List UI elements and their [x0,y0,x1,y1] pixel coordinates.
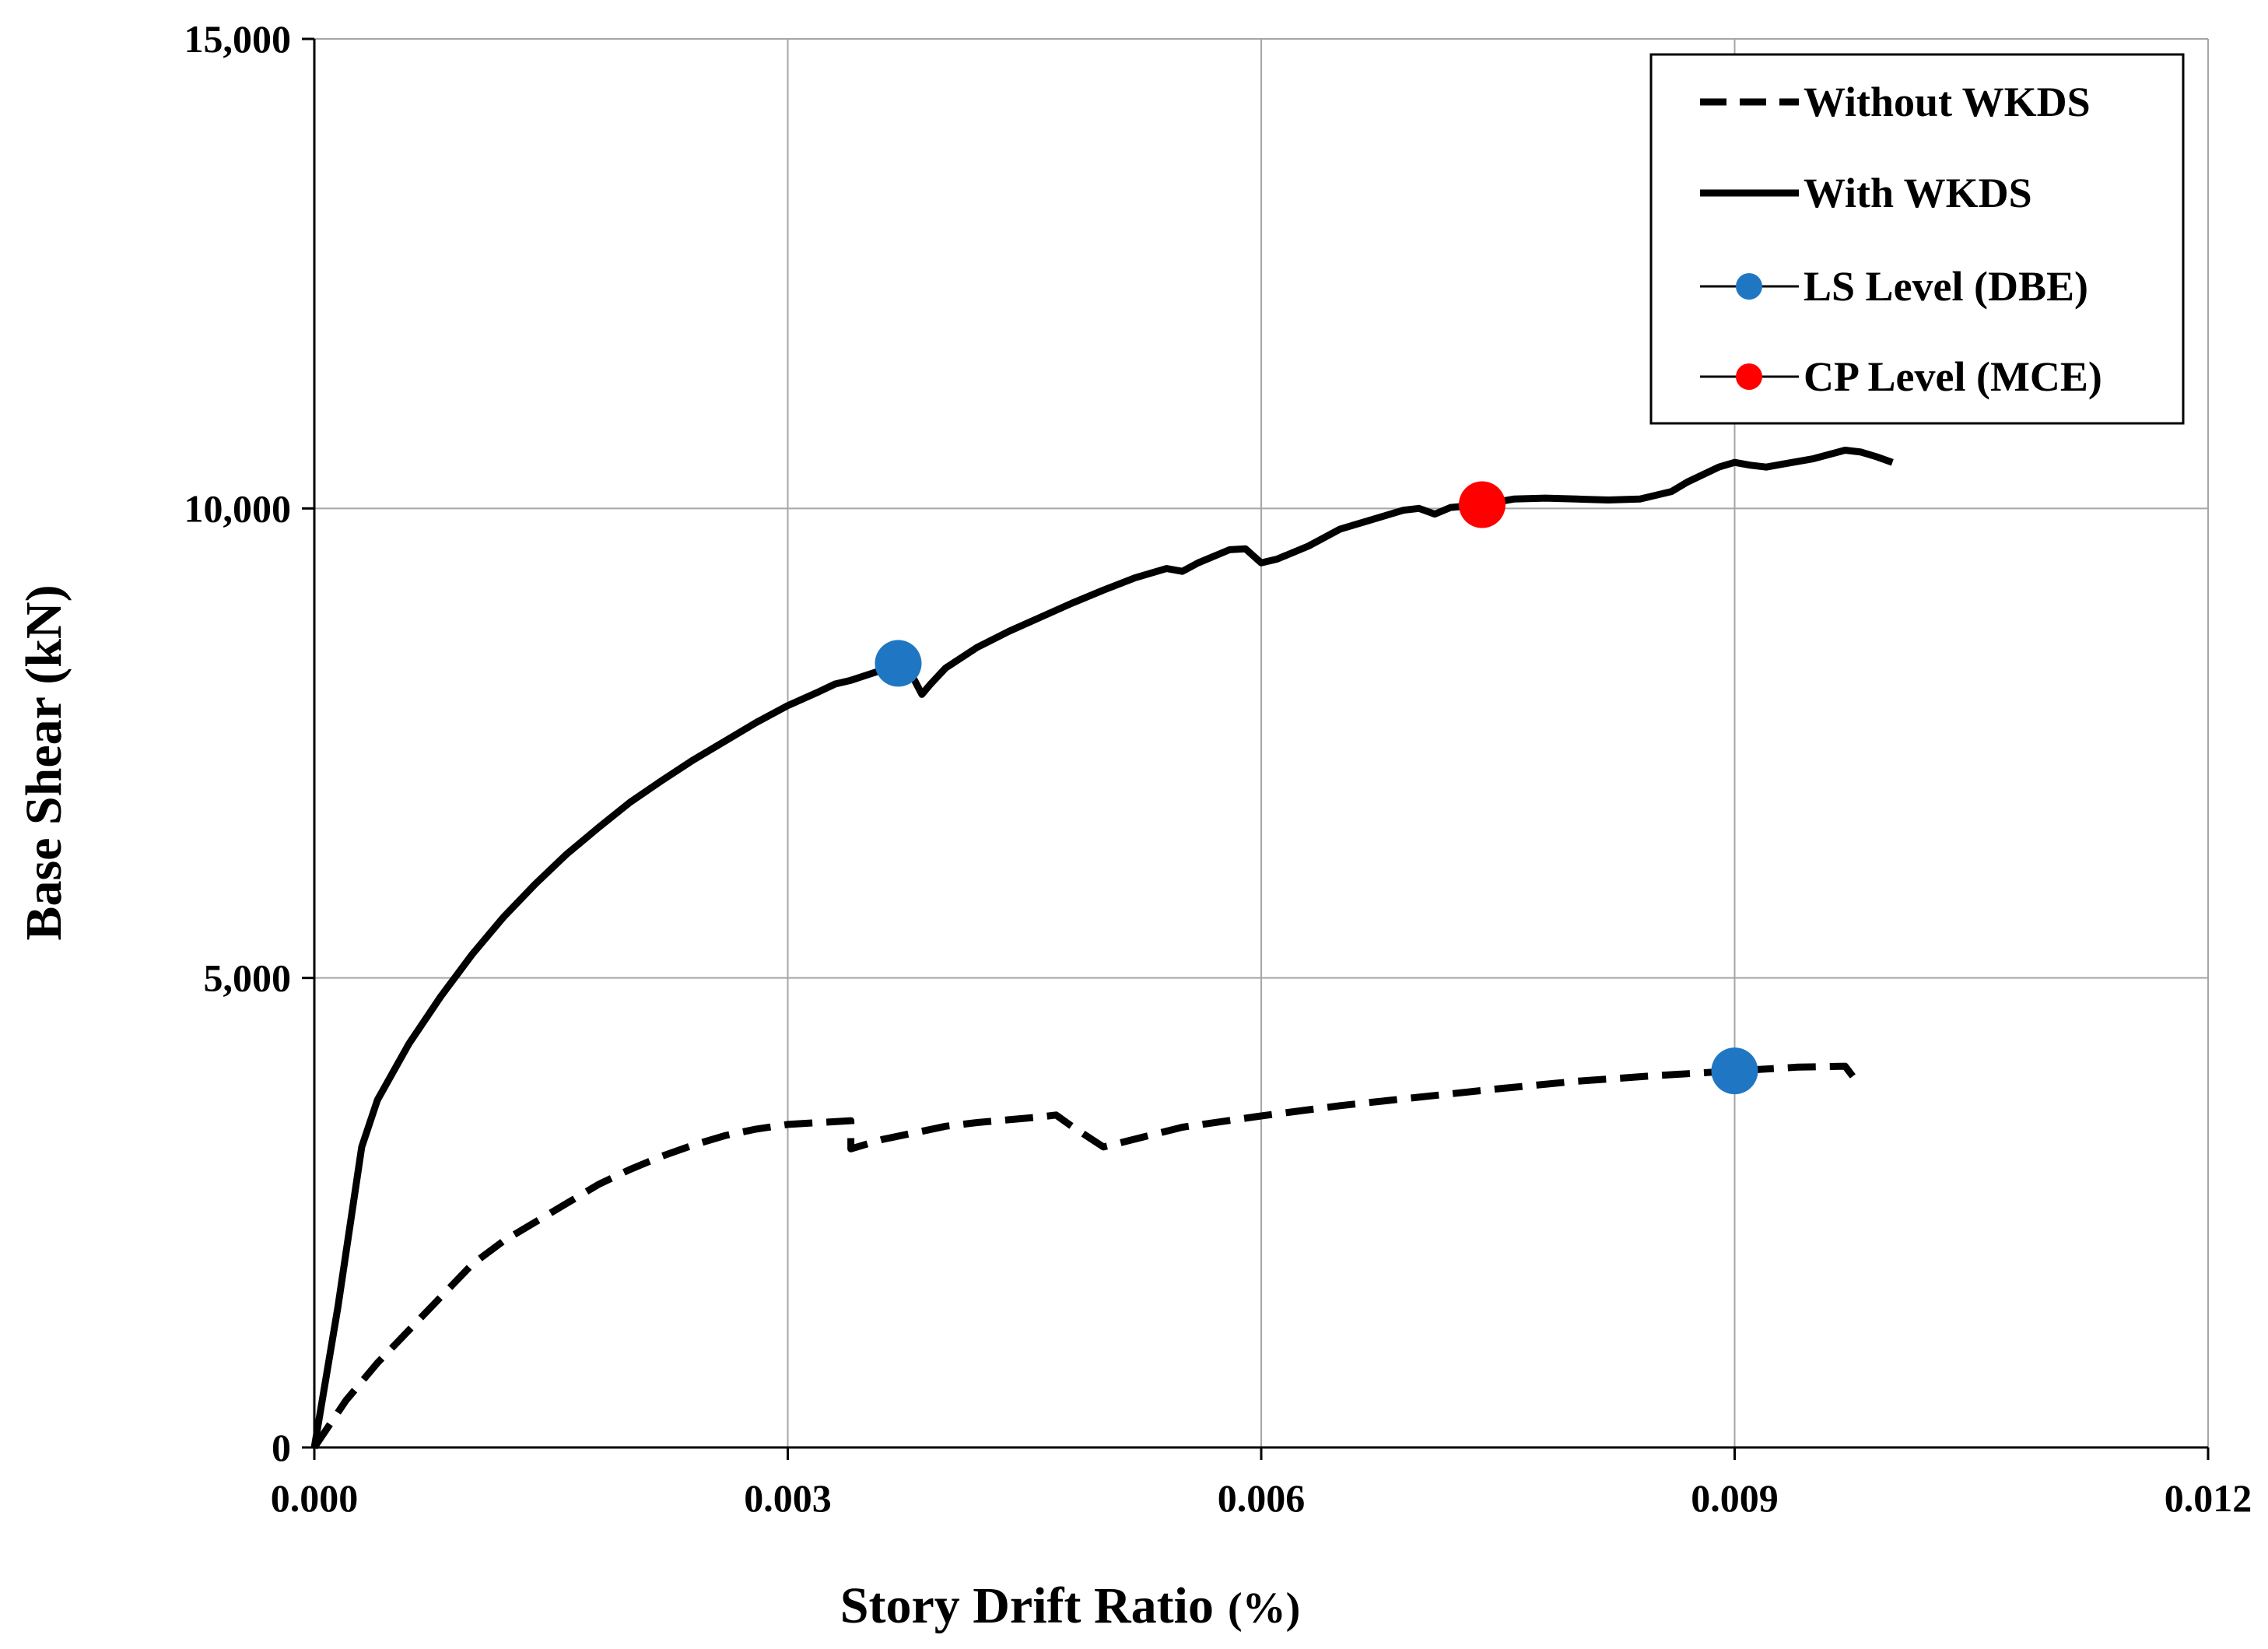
line-with-wkds [310,447,1894,1448]
legend-entry-ls-level: LS Level (DBE) [1700,263,2088,310]
line-without-wkds [311,1062,1856,1450]
markers-layer [875,481,1758,1095]
legend-label-ls-level: LS Level (DBE) [1804,263,2088,310]
marker-ls-level-dbe [1711,1047,1758,1095]
x-tick-label: 0.003 [744,1476,832,1520]
legend-box [1649,53,2185,425]
marker-ls-level-dbe [875,640,922,687]
x-axis-title: Story Drift Ratio [840,1577,1214,1634]
legend-label-cp-level: CP Level (MCE) [1804,353,2102,400]
legend-entry-cp-level: CP Level (MCE) [1700,353,2102,400]
y-tick-label: 5,000 [204,956,292,1000]
legend-label-with-wkds: With WKDS [1804,170,2032,216]
legend-label-without-wkds: Without WKDS [1804,79,2091,125]
x-tick-label: 0.006 [1218,1476,1306,1520]
x-tick-label: 0.012 [2165,1476,2252,1520]
series-layer [310,447,1894,1450]
legend-entry-with-wkds: With WKDS [1700,170,2032,216]
y-tick-label: 15,000 [184,17,292,61]
x-axis-unit: (%) [1228,1584,1300,1633]
y-axis-title: Base Shear (kN) [16,584,72,940]
y-tick-label: 0 [272,1426,291,1469]
legend-marker-cp [1736,363,1762,390]
axes: 0.000 0.003 0.006 0.009 0.012 0 5,000 10,000 15,… [184,17,2252,1520]
legend-entry-without-wkds: Without WKDS [1700,79,2091,125]
x-tick-label: 0.009 [1691,1476,1779,1520]
y-tick-label: 10,000 [184,486,292,530]
marker-cp-level-mce [1458,481,1506,528]
x-tick-label: 0.000 [271,1476,359,1520]
legend-marker-ls [1736,273,1762,300]
legend: Without WKDS With WKDS LS Level (DBE) CP… [1649,53,2185,425]
